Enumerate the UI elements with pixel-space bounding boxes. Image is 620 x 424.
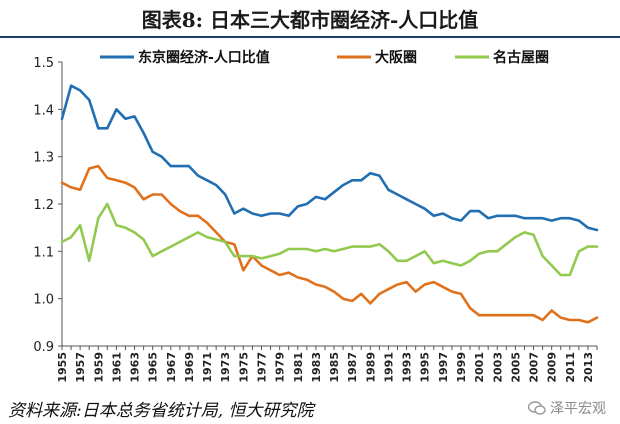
x-tick-label: 2001 bbox=[473, 352, 486, 383]
x-tick-label: 1991 bbox=[382, 352, 395, 383]
x-tick-label: 1971 bbox=[201, 352, 214, 383]
x-tick-label: 1965 bbox=[147, 352, 160, 383]
x-tick-label: 1993 bbox=[401, 352, 414, 383]
x-tick-label: 2011 bbox=[564, 352, 577, 383]
legend-label-0: 东京圈经济-人口比值 bbox=[138, 49, 270, 66]
x-tick-label: 2009 bbox=[546, 352, 559, 383]
x-tick-label: 1969 bbox=[183, 352, 196, 383]
x-tick-label: 1967 bbox=[165, 352, 178, 383]
chart-series bbox=[60, 84, 599, 324]
x-tick-label: 1973 bbox=[219, 352, 232, 383]
x-tick-label: 2005 bbox=[509, 352, 522, 383]
x-tick-label: 1989 bbox=[364, 352, 377, 383]
x-tick-label: 1959 bbox=[92, 352, 105, 383]
x-tick-label: 2013 bbox=[582, 352, 595, 383]
y-tick-label: 1.3 bbox=[33, 151, 54, 166]
title-divider bbox=[0, 36, 620, 38]
chart-legend: 东京圈经济-人口比值 大阪圈 名古屋圈 bbox=[100, 49, 549, 66]
x-tick-label: 1975 bbox=[237, 352, 250, 383]
series-line-0 bbox=[60, 84, 599, 232]
chart-axes: 0.9 1.0 1.1 1.2 1.3 1.4 1.5 1955 1957 1959 1961 196… bbox=[33, 56, 598, 383]
chart-title: 图表8: 日本三大都市圈经济-人口比值 bbox=[141, 8, 479, 32]
y-tick-label: 1.2 bbox=[33, 198, 54, 213]
x-tick-label: 1957 bbox=[74, 352, 87, 383]
x-tick-label: 1955 bbox=[56, 352, 69, 383]
x-tick-label: 1983 bbox=[310, 352, 323, 383]
x-tick-label: 1981 bbox=[292, 352, 305, 383]
series-line-2 bbox=[60, 202, 599, 277]
x-tick-label: 2003 bbox=[491, 352, 504, 383]
series-line-1 bbox=[60, 164, 599, 324]
source-note: 资料来源:日本总务省统计局, 恒大研究院 bbox=[8, 401, 314, 421]
y-tick-label: 1.5 bbox=[33, 56, 54, 71]
y-tick-label: 1.0 bbox=[33, 293, 54, 308]
x-tick-label: 1961 bbox=[110, 352, 123, 383]
wechat-icon bbox=[528, 401, 546, 415]
x-tick-label: 1977 bbox=[255, 352, 268, 383]
x-tick-label: 2007 bbox=[528, 352, 541, 383]
x-tick-label: 1979 bbox=[274, 352, 287, 383]
watermark: 泽平宏观 bbox=[528, 398, 606, 418]
x-tick-label: 1985 bbox=[328, 352, 341, 383]
legend-label-1: 大阪圈 bbox=[375, 49, 417, 66]
legend-label-2: 名古屋圈 bbox=[493, 49, 549, 66]
x-tick-label: 1995 bbox=[419, 352, 432, 383]
x-tick-label: 1987 bbox=[346, 352, 359, 383]
line-chart: 0.9 1.0 1.1 1.2 1.3 1.4 1.5 1955 1957 1959 1961 196… bbox=[33, 49, 599, 383]
watermark-text: 泽平宏观 bbox=[550, 401, 606, 417]
y-tick-label: 1.4 bbox=[33, 103, 54, 118]
x-tick-label: 1999 bbox=[455, 352, 468, 383]
x-tick-label: 1997 bbox=[437, 352, 450, 383]
x-tick-label: 1963 bbox=[129, 352, 142, 383]
y-tick-label: 0.9 bbox=[33, 340, 54, 355]
y-tick-label: 1.1 bbox=[33, 245, 54, 260]
